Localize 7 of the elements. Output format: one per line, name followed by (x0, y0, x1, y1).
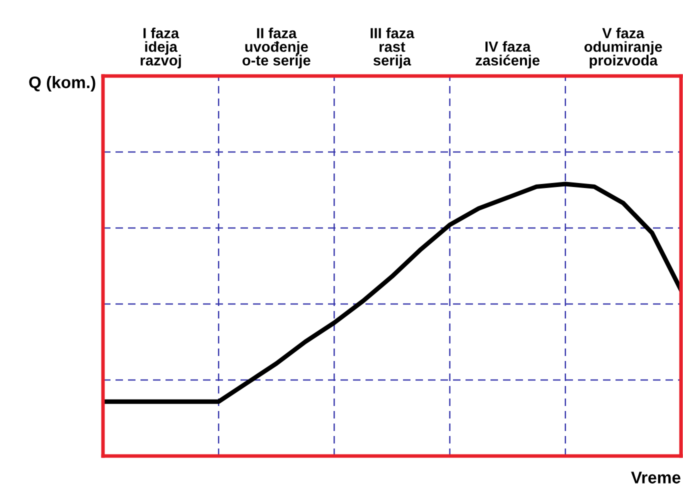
text: I faza ideja razvoj (140, 28, 181, 68)
text: II faza uvođenje o-te serije (242, 28, 310, 68)
x-axis-title: Vreme (631, 472, 680, 484)
text: V faza odumiranje proizvoda (584, 28, 662, 68)
text: Q (kom.) (29, 76, 96, 92)
text: III faza rast serija (370, 28, 414, 68)
text: IV faza zasićenje (476, 41, 540, 68)
